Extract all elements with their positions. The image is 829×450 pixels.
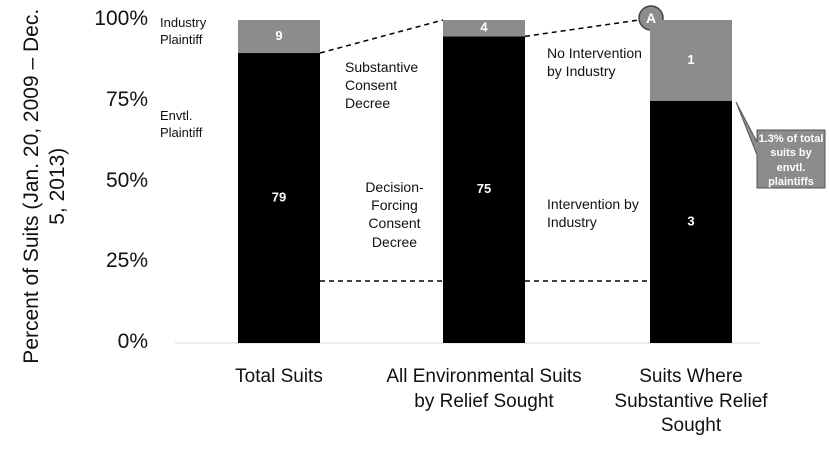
- y-tick-label: 100%: [94, 7, 148, 30]
- x-tick-label: Total Suits: [235, 366, 323, 387]
- callout-text: 1.3% of total suits by envtl. plaintiffs: [758, 133, 824, 188]
- x-tick-label: Suits Where Substantive Relief Sought: [614, 366, 768, 437]
- bar-segment: [443, 20, 525, 37]
- annotation: No Intervention by Industry: [547, 45, 642, 80]
- annotation: Substantive Consent Decree: [345, 59, 419, 112]
- y-tick-label: 0%: [117, 330, 148, 353]
- value-label: 79: [272, 189, 286, 204]
- callout-box: [735, 101, 826, 189]
- annotation: Envtl. Plaintiff: [160, 108, 203, 140]
- bar-segment: [650, 20, 732, 101]
- annotation: Decision-Forcing Consent Decree: [365, 179, 424, 250]
- y-tick-label: 75%: [105, 87, 148, 111]
- value-label: 1: [687, 52, 694, 67]
- marker-label: A: [645, 10, 657, 26]
- dashed-connector: [319, 19, 444, 54]
- value-label: 4: [480, 20, 488, 35]
- bar-segment: [238, 20, 320, 54]
- bar-segment: [443, 36, 525, 343]
- annotation: Intervention by Industry: [547, 196, 639, 231]
- bar-segment: [650, 100, 732, 343]
- value-label: 3: [687, 213, 694, 228]
- dashed-connector: [524, 19, 640, 38]
- y-tick-label: 50%: [105, 168, 148, 192]
- bar-segment: [238, 53, 320, 344]
- value-label: 9: [275, 28, 282, 43]
- annotation: Industry Plaintiff: [160, 15, 207, 47]
- value-label: 75: [477, 181, 491, 196]
- y-tick-label: 25%: [105, 249, 148, 273]
- x-tick-label: All Environmental Suits by Relief Sought: [386, 366, 582, 412]
